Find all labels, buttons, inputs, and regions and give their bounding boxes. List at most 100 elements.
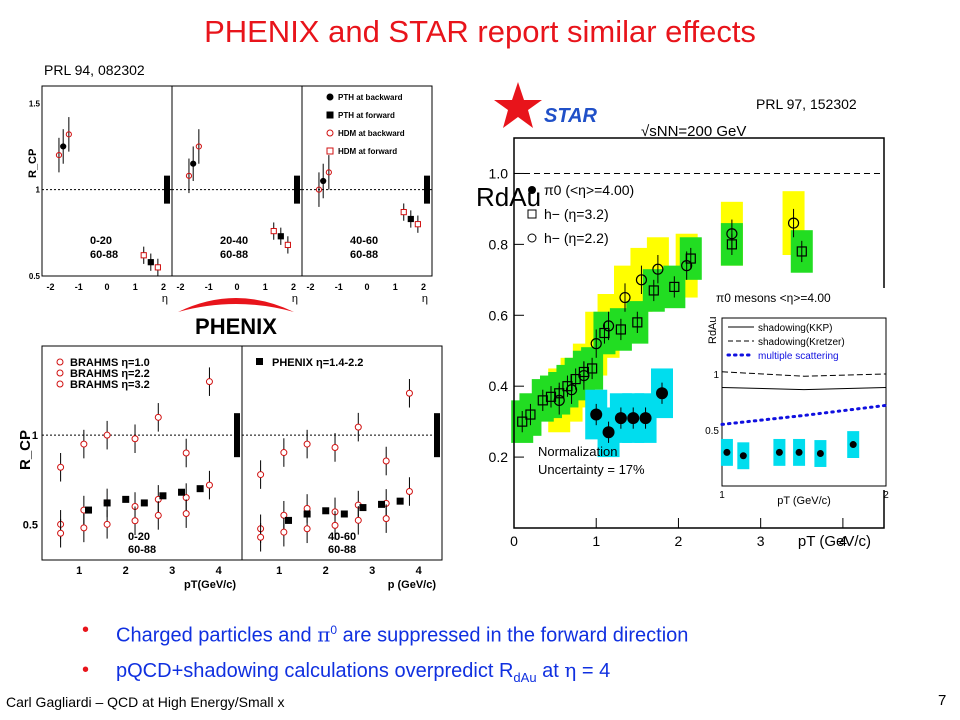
brahms-point (303, 440, 311, 448)
phenix-backward-point (325, 169, 332, 176)
brahms-point (205, 481, 213, 489)
brahms-x-tick-label: 2 (123, 565, 129, 577)
phenix-forward-point (147, 259, 154, 266)
normalization-value: Uncertainty = 17% (538, 462, 645, 477)
phenix-y-tick-label: 1 (36, 186, 41, 195)
inset-x-tick-label: 1 (719, 490, 725, 501)
normalization-label: Normalization (538, 444, 617, 459)
phenix-x-tick-label: 1 (393, 282, 398, 292)
phenix-x-tick-label: 2 (421, 282, 426, 292)
brahms-point (331, 521, 339, 529)
phenix-panel-frame (301, 85, 433, 277)
h-minus-eta32-point (525, 409, 536, 420)
y-tick-label: 0.8 (489, 236, 509, 252)
brahms-point (182, 510, 190, 518)
brahms-point (382, 457, 390, 465)
brahms-x-tick-label: 3 (369, 565, 375, 577)
phenix-norm-box (294, 175, 300, 204)
h-minus-eta32-point (615, 324, 626, 335)
h-minus-eta32-point (537, 395, 548, 406)
phenix-x-tick-label: 0 (104, 282, 109, 292)
legend-h22-icon (527, 233, 537, 243)
h-minus-eta32-point (599, 327, 610, 339)
pi0-point (614, 412, 627, 425)
brahms-phenix-point (340, 510, 348, 518)
phenix-backward-point (65, 131, 72, 138)
phenix-logo-text: PHENIX (195, 314, 277, 339)
brahms-phenix-point (196, 485, 204, 493)
h-minus-eta32-point (570, 373, 581, 385)
brahms-point (331, 443, 339, 451)
brahms-point (303, 525, 311, 533)
h-minus-eta32-point (545, 391, 557, 402)
h-minus-eta32-point (726, 239, 737, 250)
h-minus-eta22-point (635, 274, 648, 286)
brahms-point (257, 471, 265, 479)
brahms-phenix-point (103, 499, 111, 507)
brahms-x-tick-label: 1 (276, 565, 282, 577)
brahms-point (280, 528, 288, 536)
brahms-legend-entry: BRAHMS η=3.2 (70, 379, 150, 391)
slide-title: PHENIX and STAR report similar effects (204, 14, 756, 49)
bullet-item: pQCD+shadowing calculations overpredict … (78, 653, 938, 695)
brahms-y-tick-label: 1 (32, 430, 38, 442)
phenix-ylabel: R_CP (28, 149, 39, 178)
h-minus-eta32-point (587, 363, 598, 374)
phenix-forward-point (154, 264, 161, 271)
inset-pi0-point (849, 441, 857, 449)
brahms-phenix-point (140, 499, 148, 507)
footer-author: Carl Gagliardi – QCD at High Energy/Smal… (6, 694, 285, 710)
brahms-point (257, 533, 265, 541)
x-tick-label: 4 (839, 533, 847, 549)
inset-pi0-point (816, 450, 824, 458)
y-tick-label: 1.0 (489, 165, 509, 181)
phenix-legend-icon (326, 93, 334, 101)
page-number: 7 (938, 692, 947, 709)
brahms-legend-icon (56, 358, 64, 366)
inset-x-tick-label: 2 (883, 490, 889, 501)
brahms-xlabel: p (GeV/c) (388, 579, 437, 591)
brahms-y-tick-label: 0.5 (23, 519, 38, 531)
brahms-point (154, 413, 162, 421)
inset-pi0-point (723, 448, 731, 456)
h-minus-eta32-point (578, 366, 589, 378)
brahms-point (80, 440, 88, 448)
brahms-point (80, 524, 88, 532)
star-citation: PRL 97, 152302 (756, 96, 857, 112)
brahms-panel-frame (241, 345, 443, 561)
legend-pi0-icon (528, 186, 536, 194)
inset-pi0-point (795, 448, 803, 456)
phenix-forward-point (284, 241, 291, 249)
phenix-x-tick-label: 1 (133, 282, 138, 292)
phenix-logo-arc-icon (178, 298, 294, 312)
star-logo-icon (494, 82, 542, 128)
brahms-legend-phenix-icon (256, 358, 263, 365)
brahms-point (103, 520, 111, 528)
y-tick-label: 0.4 (489, 378, 509, 394)
legend-h22: h− (η=2.2) (544, 230, 609, 246)
brahms-legend-phenix: PHENIX η=1.4-2.2 (272, 357, 363, 369)
phenix-x-tick-label: 2 (161, 282, 166, 292)
phenix-backward-point (185, 172, 193, 179)
phenix-backward-point (60, 143, 67, 150)
brahms-phenix-point (359, 504, 367, 512)
phenix-x-tick-label: -2 (306, 282, 314, 292)
phenix-x-tick-label: 1 (263, 282, 268, 292)
phenix-legend-entry: HDM at forward (338, 147, 397, 156)
brahms-panel-label: 40-60 (328, 531, 356, 543)
h-minus-eta32-point (632, 317, 643, 328)
brahms-panel-label: 0-20 (128, 531, 150, 543)
brahms-phenix-point (396, 497, 404, 505)
inset-legend-kkp: shadowing(KKP) (758, 323, 832, 334)
x-tick-label: 3 (757, 533, 765, 549)
star-rdau-figure: 0.2 0.4 0.6 0.8 1.0 0 1 2 3 4 STAR √sNN=200 GeV RdAu… (476, 82, 889, 550)
h-minus-eta32-point (685, 253, 696, 264)
brahms-x-tick-label: 2 (323, 565, 329, 577)
phenix-xlabel: η (422, 293, 428, 305)
brahms-point (131, 517, 139, 525)
star-logo-text: STAR (544, 105, 598, 127)
inset-ylabel: RdAu (707, 316, 719, 344)
phenix-forward-point (140, 252, 147, 259)
inset-pi0-point (739, 452, 747, 460)
